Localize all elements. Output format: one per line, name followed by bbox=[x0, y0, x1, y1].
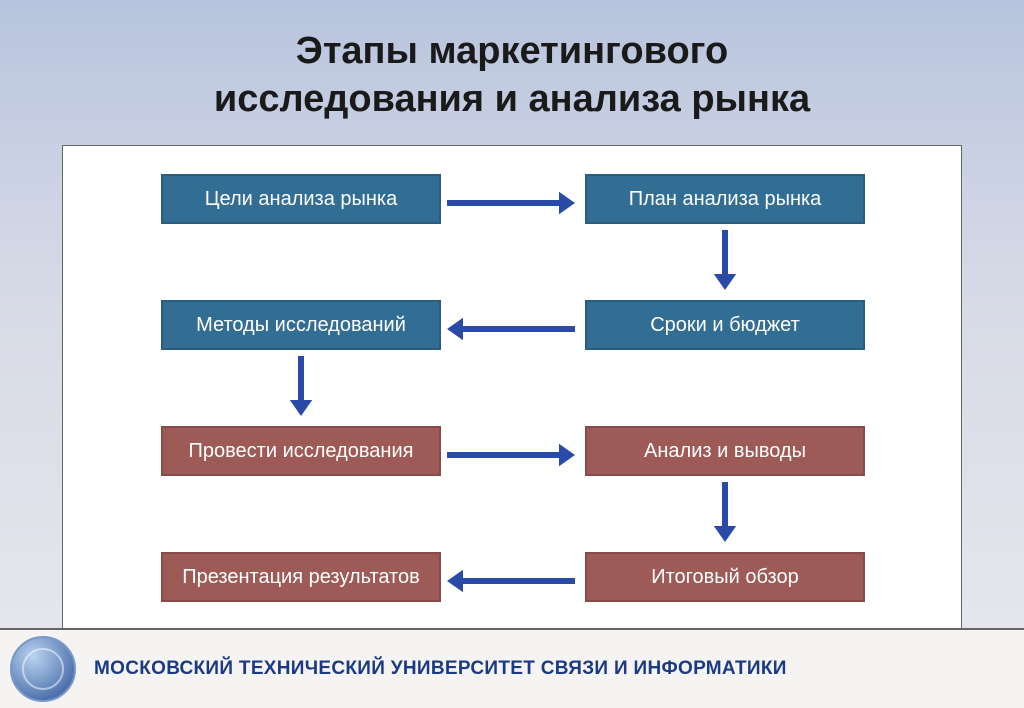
flowchart: Цели анализа рынка План анализа рынка Мето… bbox=[69, 152, 955, 622]
node-n5: Провести исследования bbox=[161, 426, 441, 476]
node-n3: Методы исследований bbox=[161, 300, 441, 350]
logo-circle-icon bbox=[10, 636, 76, 702]
footer-bar: МОСКОВСКИЙ ТЕХНИЧЕСКИЙ УНИВЕРСИТЕТ СВЯЗИ… bbox=[0, 628, 1024, 708]
node-n6: Анализ и выводы bbox=[585, 426, 865, 476]
arrow-n4-n3 bbox=[447, 313, 575, 345]
slide-title: Этапы маркетингового исследования и анал… bbox=[0, 0, 1024, 123]
node-n1: Цели анализа рынка bbox=[161, 174, 441, 224]
title-line-2: исследования и анализа рынка bbox=[0, 76, 1024, 124]
arrow-n5-n6 bbox=[447, 439, 575, 471]
university-logo bbox=[6, 632, 80, 706]
title-line-1: Этапы маркетингового bbox=[0, 28, 1024, 76]
node-n8: Итоговый обзор bbox=[585, 552, 865, 602]
arrow-n2-n4 bbox=[709, 230, 741, 290]
arrow-n8-n7 bbox=[447, 565, 575, 597]
arrow-n6-n8 bbox=[709, 482, 741, 542]
footer-text: МОСКОВСКИЙ ТЕХНИЧЕСКИЙ УНИВЕРСИТЕТ СВЯЗИ… bbox=[94, 658, 787, 680]
node-n2: План анализа рынка bbox=[585, 174, 865, 224]
arrow-n1-n2 bbox=[447, 187, 575, 219]
node-n4: Сроки и бюджет bbox=[585, 300, 865, 350]
arrow-n3-n5 bbox=[285, 356, 317, 416]
diagram-frame: Цели анализа рынка План анализа рынка Мето… bbox=[62, 145, 962, 629]
node-n7: Презентация результатов bbox=[161, 552, 441, 602]
